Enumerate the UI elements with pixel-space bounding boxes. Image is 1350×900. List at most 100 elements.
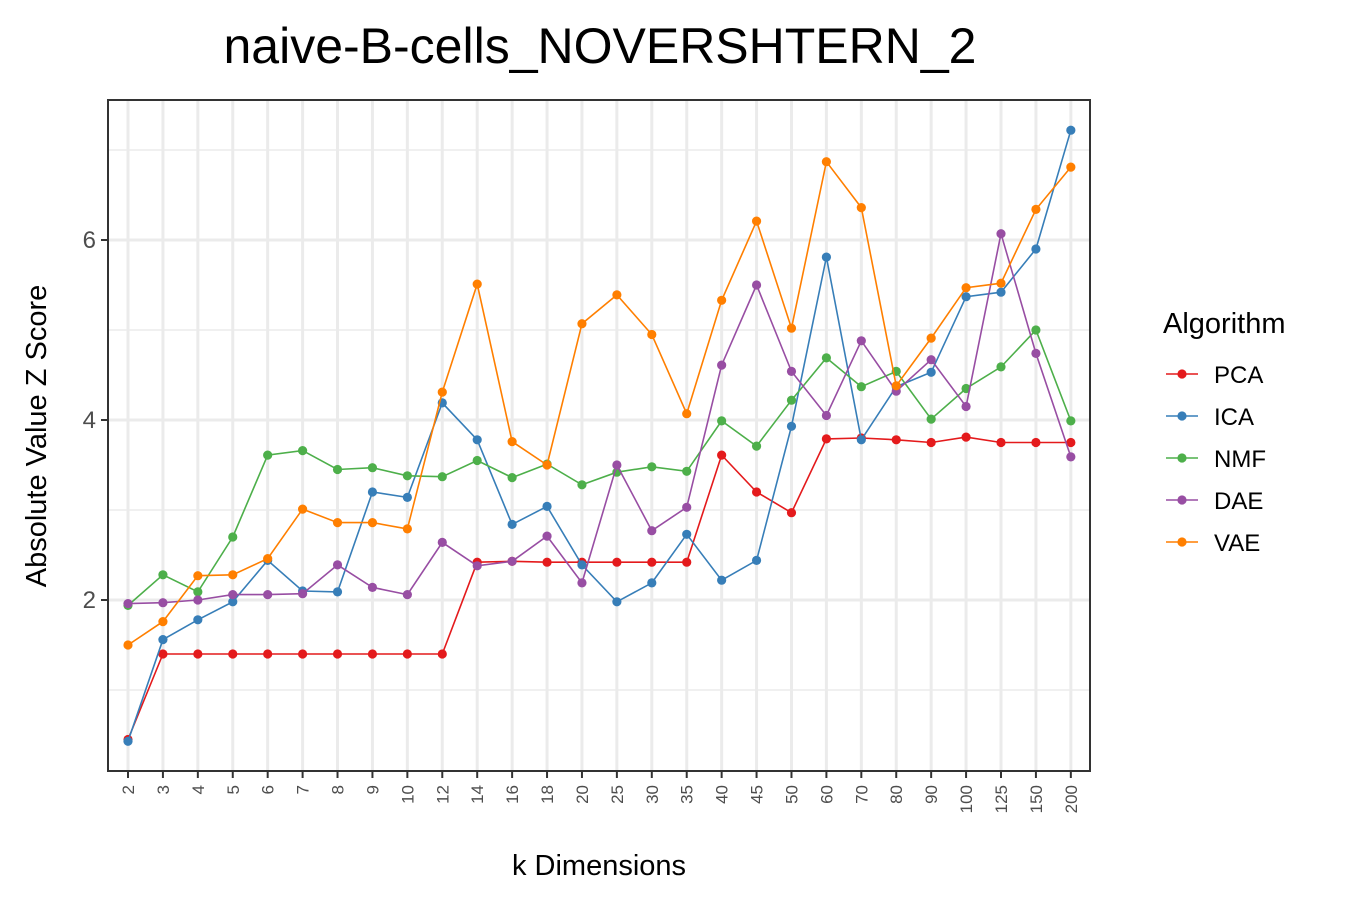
x-tick-label: 20 [573, 785, 592, 804]
data-point-pca [786, 508, 797, 518]
data-point-pca [228, 649, 238, 659]
data-point-vae [821, 157, 832, 167]
data-point-vae [577, 319, 587, 329]
data-point-vae [961, 283, 971, 293]
data-point-pca [402, 649, 412, 659]
data-point-dae [367, 582, 378, 593]
x-tick-label: 18 [538, 785, 557, 804]
data-point-nmf [158, 570, 168, 580]
data-point-vae [123, 640, 133, 650]
x-tick-label: 80 [887, 785, 906, 804]
data-point-vae [402, 524, 412, 534]
data-point-ica [1066, 125, 1076, 135]
x-tick-label: 5 [224, 785, 243, 794]
x-tick-label: 25 [608, 785, 627, 804]
data-point-nmf [228, 532, 238, 542]
data-point-vae [751, 216, 762, 226]
data-point-nmf [472, 455, 482, 466]
x-tick-label: 16 [503, 785, 522, 804]
plot-series [123, 125, 1076, 746]
x-tick-label: 50 [782, 785, 801, 804]
series-line-dae [127, 233, 1072, 605]
data-point-vae [647, 329, 657, 340]
data-point-ica [821, 252, 832, 262]
data-point-nmf [856, 382, 866, 392]
data-point-vae [193, 571, 203, 581]
data-point-vae [926, 333, 936, 343]
data-point-dae [263, 590, 273, 600]
data-point-dae [437, 537, 447, 548]
data-point-dae [751, 280, 762, 290]
data-point-ica [577, 560, 587, 570]
data-point-vae [1066, 162, 1076, 172]
legend-label-vae: VAE [1214, 530, 1260, 557]
data-point-nmf [1066, 416, 1076, 426]
data-point-vae [437, 387, 447, 397]
x-tick-label: 100 [957, 785, 976, 813]
data-point-vae [786, 323, 797, 333]
data-point-nmf [961, 383, 971, 394]
x-axis-title: k Dimensions [512, 850, 686, 882]
data-point-vae [263, 554, 273, 564]
legend-swatch-point-dae [1177, 495, 1187, 505]
x-tick-label: 14 [468, 785, 487, 804]
x-tick-label: 7 [294, 785, 313, 794]
data-point-dae [786, 366, 797, 376]
data-point-dae [961, 401, 971, 412]
data-point-pca [158, 649, 168, 659]
data-point-dae [647, 526, 657, 536]
data-point-vae [228, 570, 238, 580]
data-point-dae [996, 229, 1006, 239]
legend: Algorithm PCA ICA NMF DAE VAE [1163, 308, 1286, 557]
x-tick-label: 200 [1062, 785, 1081, 813]
x-tick-label: 150 [1027, 785, 1046, 813]
data-point-ica [542, 501, 552, 511]
data-point-ica [1031, 244, 1041, 254]
data-point-ica [751, 555, 762, 566]
data-point-vae [367, 518, 378, 528]
data-point-dae [298, 589, 308, 599]
x-tick-label: 125 [992, 785, 1011, 813]
data-point-nmf [507, 473, 517, 483]
legend-swatch-point-ica [1177, 411, 1187, 421]
data-point-vae [612, 290, 622, 300]
data-point-dae [158, 598, 168, 608]
data-point-dae [577, 578, 587, 588]
y-tick-label: 6 [83, 227, 96, 254]
series-line-nmf [127, 328, 1072, 607]
data-point-nmf [402, 471, 412, 481]
x-tick-label: 3 [154, 785, 173, 794]
data-point-ica [926, 367, 936, 377]
data-point-nmf [682, 466, 692, 476]
data-point-vae [298, 504, 308, 514]
data-point-pca [717, 450, 727, 460]
x-tick-label: 45 [748, 785, 767, 804]
data-point-dae [402, 590, 412, 600]
data-point-pca [682, 557, 692, 567]
data-point-ica [856, 435, 866, 445]
y-tick-label: 4 [83, 407, 96, 434]
data-point-nmf [298, 446, 308, 456]
data-point-vae [472, 279, 482, 289]
data-point-vae [891, 381, 901, 391]
y-axis-title: Absolute Value Z Score [21, 285, 53, 588]
legend-label-dae: DAE [1214, 488, 1263, 515]
legend-label-nmf: NMF [1214, 446, 1266, 473]
legend-swatch-point-vae [1177, 537, 1187, 547]
data-point-dae [193, 595, 203, 605]
data-point-nmf [751, 441, 762, 451]
data-point-vae [682, 409, 692, 419]
data-point-ica [717, 575, 727, 585]
data-point-ica [786, 421, 797, 431]
data-point-nmf [437, 472, 447, 482]
data-point-vae [507, 437, 517, 447]
data-point-dae [821, 410, 832, 421]
data-point-pca [891, 435, 901, 445]
data-point-pca [612, 557, 622, 567]
data-point-vae [1031, 204, 1041, 214]
plot-panel-border [107, 99, 1091, 772]
x-tick-label: 10 [398, 785, 417, 804]
data-point-vae [717, 295, 727, 305]
